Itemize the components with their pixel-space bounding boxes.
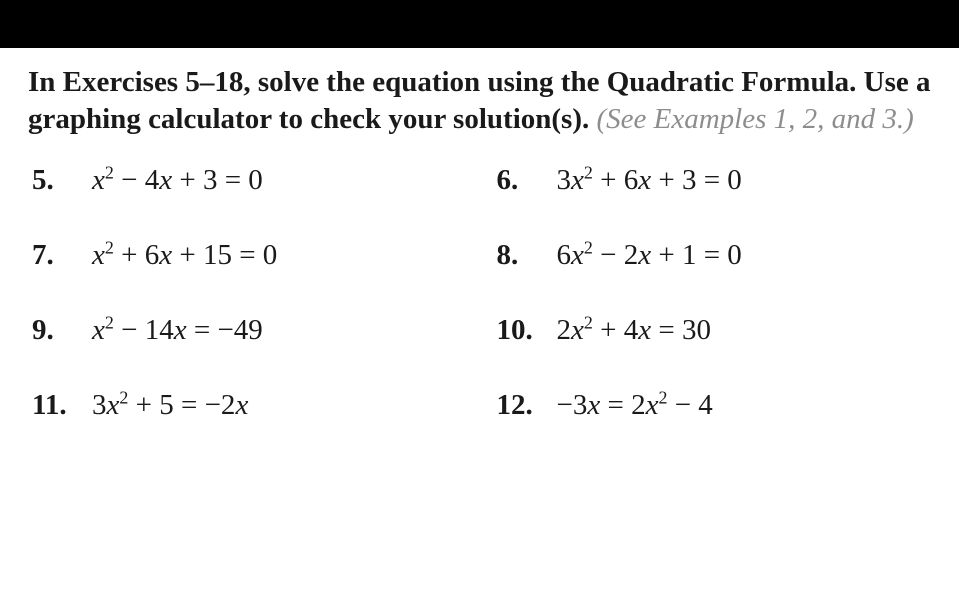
problem-12: 12. −3x = 2x2 − 4 — [497, 389, 932, 422]
problem-number: 12. — [497, 389, 557, 422]
problem-number: 8. — [497, 239, 557, 272]
problem-number: 11. — [32, 389, 92, 422]
problem-equation: 3x2 + 6x + 3 = 0 — [557, 164, 742, 197]
problem-9: 9. x2 − 14x = −49 — [32, 314, 467, 347]
black-top-bar — [0, 0, 959, 48]
page-content: In Exercises 5–18, solve the equation us… — [0, 48, 959, 442]
problem-number: 7. — [32, 239, 92, 272]
problem-number: 5. — [32, 164, 92, 197]
problem-number: 6. — [497, 164, 557, 197]
problem-equation: 6x2 − 2x + 1 = 0 — [557, 239, 742, 272]
problem-number: 9. — [32, 314, 92, 347]
problem-6: 6. 3x2 + 6x + 3 = 0 — [497, 164, 932, 197]
problems-grid: 5. x2 − 4x + 3 = 0 6. 3x2 + 6x + 3 = 0 7… — [28, 164, 931, 422]
problem-8: 8. 6x2 − 2x + 1 = 0 — [497, 239, 932, 272]
problem-equation: 3x2 + 5 = −2x — [92, 389, 248, 422]
problem-7: 7. x2 + 6x + 15 = 0 — [32, 239, 467, 272]
problem-11: 11. 3x2 + 5 = −2x — [32, 389, 467, 422]
see-examples-text: (See Examples 1, 2, and 3.) — [596, 103, 913, 135]
problem-equation: −3x = 2x2 − 4 — [557, 389, 713, 422]
problem-10: 10. 2x2 + 4x = 30 — [497, 314, 932, 347]
problem-equation: x2 + 6x + 15 = 0 — [92, 239, 277, 272]
problem-equation: 2x2 + 4x = 30 — [557, 314, 711, 347]
exercise-instructions: In Exercises 5–18, solve the equation us… — [28, 64, 931, 138]
problem-5: 5. x2 − 4x + 3 = 0 — [32, 164, 467, 197]
problem-equation: x2 − 4x + 3 = 0 — [92, 164, 263, 197]
problem-number: 10. — [497, 314, 557, 347]
problem-equation: x2 − 14x = −49 — [92, 314, 263, 347]
